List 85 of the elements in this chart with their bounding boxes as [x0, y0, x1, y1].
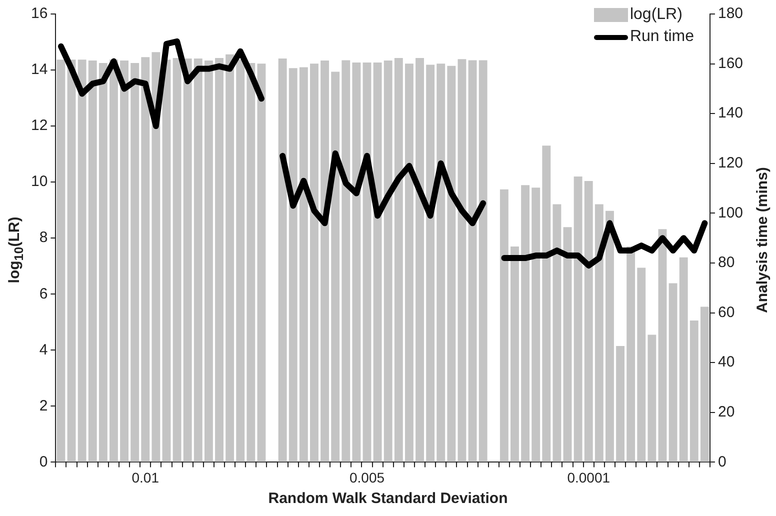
bar — [500, 189, 508, 462]
y2-axis-title: Analysis time (mins) — [754, 167, 771, 313]
bar — [78, 60, 86, 462]
bar — [542, 146, 551, 462]
bar — [606, 210, 614, 462]
y-tick-label: 10 — [30, 173, 48, 190]
bar — [404, 64, 414, 462]
bar — [521, 185, 530, 462]
bar — [172, 58, 182, 462]
bar — [563, 227, 572, 462]
bar — [299, 67, 308, 462]
bar — [458, 59, 466, 462]
bar — [616, 346, 624, 462]
y-tick-label: 12 — [30, 117, 48, 134]
y-tick-label: 6 — [39, 285, 48, 302]
y2-tick-label: 120 — [718, 154, 744, 172]
legend-label: Run time — [630, 28, 694, 46]
bar — [320, 60, 330, 462]
y-tick-label: 2 — [39, 397, 48, 414]
bar — [426, 64, 435, 462]
bar — [552, 204, 562, 462]
bar — [700, 306, 709, 462]
y-tick-label: 0 — [39, 453, 48, 470]
bar — [416, 58, 424, 462]
bar — [637, 268, 646, 462]
x-tick-label: 0.0001 — [567, 469, 610, 486]
bar — [532, 188, 540, 462]
legend-label: log(LR) — [630, 6, 682, 24]
y2-tick-label: 80 — [718, 254, 735, 272]
y2-tick-label: 100 — [718, 204, 744, 222]
bar — [447, 66, 456, 462]
y-tick-label: 14 — [30, 61, 48, 78]
bar — [56, 60, 66, 462]
y-tick-label: 4 — [39, 341, 48, 358]
bar — [236, 60, 245, 462]
bar — [130, 63, 140, 462]
bar — [626, 246, 636, 462]
bar — [257, 64, 266, 462]
bar — [331, 72, 340, 462]
bar — [246, 63, 256, 462]
bar — [436, 64, 446, 462]
bar — [373, 62, 382, 462]
y-tick-label: 8 — [39, 229, 48, 246]
bar — [648, 334, 656, 462]
bar — [352, 62, 361, 462]
x-tick-label: 0.005 — [349, 469, 385, 486]
bar — [215, 58, 224, 462]
bar — [141, 57, 150, 462]
x-tick-label: 0.01 — [132, 469, 160, 486]
bar — [67, 60, 76, 462]
y2-tick-label: 0 — [718, 453, 726, 470]
bar — [226, 54, 234, 462]
bar — [342, 60, 350, 462]
bar — [88, 60, 97, 462]
bar — [394, 58, 403, 462]
bar — [510, 246, 519, 462]
bar — [204, 60, 213, 462]
bar — [120, 60, 128, 462]
bar — [478, 60, 488, 462]
y-tick-label: 16 — [30, 5, 48, 22]
y2-tick-label: 160 — [718, 54, 744, 72]
y2-tick-label: 140 — [718, 104, 744, 122]
bar — [183, 58, 192, 462]
bar — [310, 64, 318, 462]
y2-tick-label: 20 — [718, 404, 735, 421]
bar — [668, 283, 678, 462]
bar — [288, 68, 298, 462]
y2-tick-label: 180 — [718, 5, 744, 22]
y2-tick-label: 60 — [718, 304, 735, 321]
bar — [110, 60, 118, 462]
bar — [278, 58, 287, 462]
bar — [574, 176, 582, 462]
bar — [679, 257, 688, 462]
bar — [98, 63, 108, 462]
x-axis-title: Random Walk Standard Deviation — [267, 490, 509, 507]
bar — [468, 60, 477, 462]
bar — [594, 204, 604, 462]
bar — [658, 229, 667, 462]
bar — [194, 58, 202, 462]
bar — [162, 60, 171, 462]
bar — [690, 320, 698, 462]
y2-tick-label: 40 — [718, 354, 735, 371]
bar — [384, 60, 392, 462]
bar — [152, 52, 160, 462]
bar — [584, 180, 593, 462]
